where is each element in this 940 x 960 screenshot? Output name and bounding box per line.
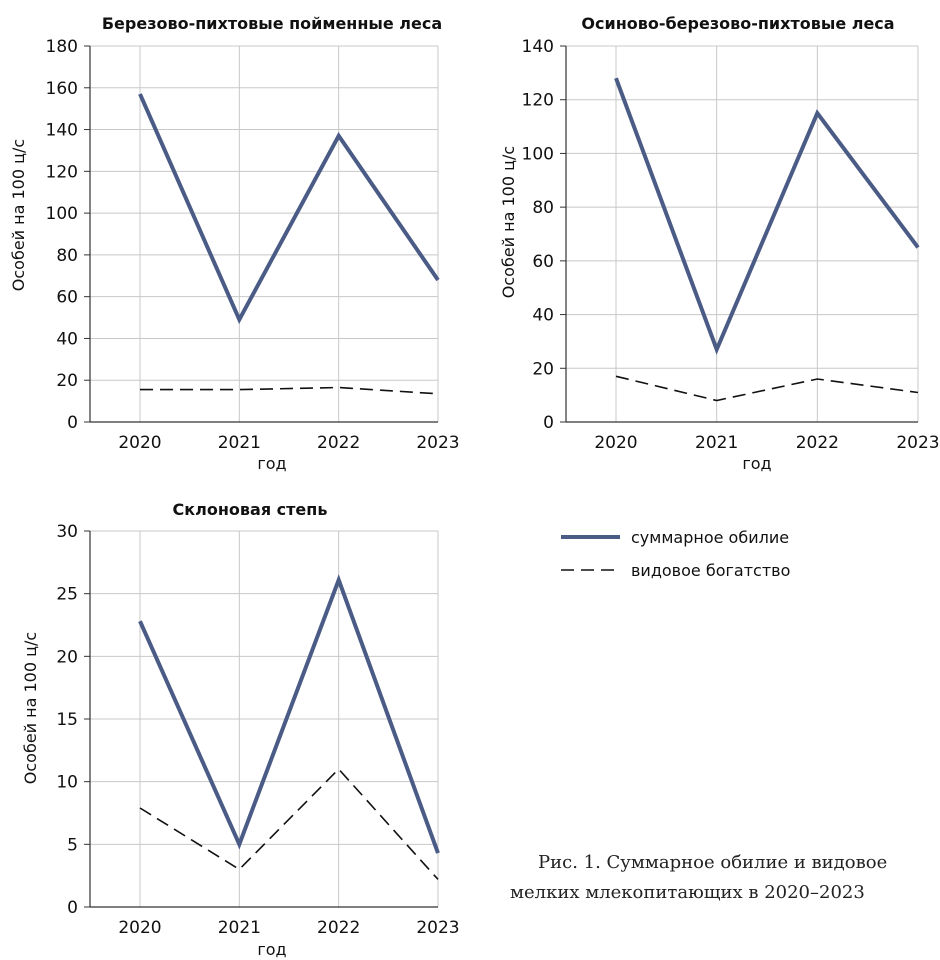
y-tick-label: 0 [67, 898, 78, 918]
y-tick-label: 20 [56, 647, 78, 667]
legend-label-species-richness: видовое богатство [631, 561, 790, 580]
series-line-species-richness [615, 375, 919, 402]
y-tick-label: 100 [46, 204, 78, 224]
legend: суммарное обилие видовое богатство [561, 528, 790, 580]
y-tick-label: 120 [522, 91, 554, 111]
y-axis-label: Особей на 100 ц/с [499, 146, 518, 298]
series-line-total-abundance [614, 77, 920, 355]
x-axis-label: год [257, 454, 286, 473]
y-tick-label: 60 [56, 288, 78, 308]
y-tick-label: 40 [56, 329, 78, 349]
y-tick-label: 140 [46, 121, 78, 141]
figure-caption: Рис. 1. Суммарное обилие и видовое мелки… [510, 852, 887, 903]
x-axis-label: год [257, 940, 286, 959]
chart-birch-fir-floodplain-forests: 0 20 40 60 80 100 120 140 160 180 2020 2021 2022 2023… [9, 14, 460, 473]
x-tick-label: 2022 [317, 433, 360, 453]
x-tick-label: 2021 [695, 433, 738, 453]
chart-title: Склоновая степь [173, 500, 328, 519]
y-tick-label: 80 [56, 246, 78, 266]
y-tick-label: 30 [56, 522, 78, 542]
y-tick-label: 80 [532, 198, 554, 218]
x-tick-label: 2023 [416, 918, 459, 938]
y-tick-label: 0 [67, 413, 78, 433]
y-tick-label: 25 [56, 585, 78, 605]
y-tick-label: 40 [532, 306, 554, 326]
series-line-total-abundance [138, 574, 440, 854]
y-tick-label: 0 [543, 413, 554, 433]
y-tick-label: 140 [522, 37, 554, 57]
y-tick-label: 5 [67, 835, 78, 855]
x-axis-label: год [742, 454, 771, 473]
x-tick-label: 2023 [416, 433, 459, 453]
x-tick-label: 2020 [594, 433, 637, 453]
x-tick-label: 2023 [896, 433, 939, 453]
x-tick-label: 2022 [317, 918, 360, 938]
legend-label-total-abundance: суммарное обилие [631, 528, 789, 547]
y-axis-label: Особей на 100 ц/с [9, 139, 28, 291]
y-tick-label: 20 [56, 371, 78, 391]
chart-slope-steppe: 0 5 10 15 20 25 30 2020 2021 2022 2023 Склоновая ст… [21, 500, 460, 959]
caption-line-1: Рис. 1. Суммарное обилие и видовое [538, 852, 887, 873]
x-tick-label: 2021 [218, 918, 261, 938]
chart-title: Осиново-березово-пихтовые леса [581, 14, 894, 33]
y-tick-label: 60 [532, 252, 554, 272]
chart-aspen-birch-fir-forests: 0 20 40 60 80 100 120 140 2020 2021 2022 2023 Осинов… [499, 14, 940, 473]
y-tick-label: 100 [522, 144, 554, 164]
x-tick-label: 2020 [118, 433, 161, 453]
y-tick-label: 20 [532, 359, 554, 379]
series-line-total-abundance [138, 93, 440, 325]
x-tick-label: 2022 [796, 433, 839, 453]
series-line-species-richness [139, 767, 439, 880]
y-tick-label: 15 [56, 710, 78, 730]
x-tick-label: 2021 [218, 433, 261, 453]
y-tick-label: 180 [46, 37, 78, 57]
y-axis-label: Особей на 100 ц/с [21, 632, 40, 784]
series-line-species-richness [140, 386, 439, 395]
y-tick-label: 160 [46, 79, 78, 99]
chart-title: Березово-пихтовые пойменные леса [102, 14, 442, 33]
caption-line-2: мелких млекопитающих в 2020–2023 [510, 882, 865, 903]
x-tick-label: 2020 [118, 918, 161, 938]
y-tick-label: 10 [56, 773, 78, 793]
y-tick-label: 120 [46, 162, 78, 182]
